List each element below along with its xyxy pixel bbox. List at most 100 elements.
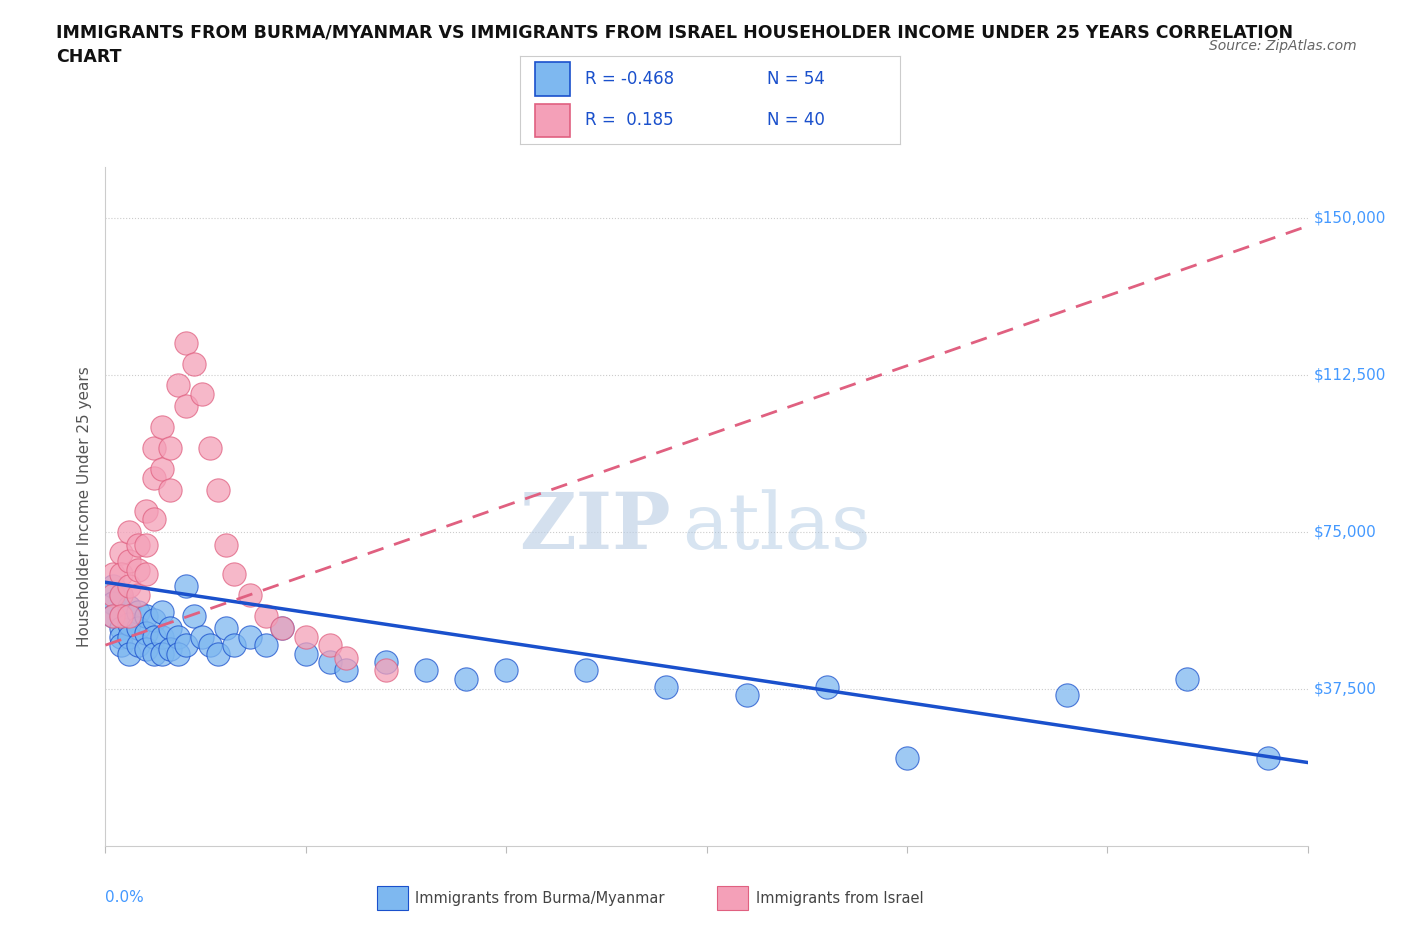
Point xyxy=(174,638,197,653)
Point xyxy=(415,663,437,678)
Point xyxy=(254,608,277,623)
Point xyxy=(183,608,205,623)
Point xyxy=(159,441,181,456)
Point xyxy=(110,588,132,603)
Text: Immigrants from Burma/Myanmar: Immigrants from Burma/Myanmar xyxy=(415,891,664,906)
Point xyxy=(214,621,236,636)
FancyBboxPatch shape xyxy=(536,103,569,137)
Point xyxy=(142,646,165,661)
Point xyxy=(127,538,149,552)
Point xyxy=(135,625,157,640)
Point xyxy=(207,483,229,498)
Point xyxy=(1177,671,1199,686)
Point xyxy=(103,588,125,603)
Point xyxy=(110,608,132,623)
Point xyxy=(135,566,157,581)
Point xyxy=(118,617,141,631)
Point xyxy=(142,512,165,527)
Point xyxy=(118,554,141,569)
Point xyxy=(295,646,318,661)
Point xyxy=(150,604,173,619)
Point xyxy=(150,630,173,644)
Point xyxy=(270,621,292,636)
Point xyxy=(110,621,132,636)
Point xyxy=(159,621,181,636)
Point xyxy=(135,642,157,657)
Point xyxy=(127,563,149,578)
Text: $37,500: $37,500 xyxy=(1313,682,1376,697)
Text: ZIP: ZIP xyxy=(519,489,671,565)
Point xyxy=(374,655,398,670)
Point xyxy=(896,751,918,765)
Point xyxy=(142,441,165,456)
Point xyxy=(150,419,173,434)
Point xyxy=(103,579,125,594)
Point xyxy=(174,579,197,594)
Point xyxy=(319,638,342,653)
Point xyxy=(575,663,598,678)
Point xyxy=(159,483,181,498)
Point xyxy=(183,357,205,372)
Point xyxy=(118,525,141,539)
Text: $75,000: $75,000 xyxy=(1313,525,1376,539)
Point xyxy=(495,663,517,678)
Point xyxy=(118,646,141,661)
Text: Immigrants from Israel: Immigrants from Israel xyxy=(756,891,924,906)
Point xyxy=(150,646,173,661)
Point xyxy=(127,588,149,603)
FancyBboxPatch shape xyxy=(536,62,569,96)
Point xyxy=(110,608,132,623)
Text: R = -0.468: R = -0.468 xyxy=(585,70,673,87)
Point xyxy=(118,579,141,594)
Point xyxy=(335,650,357,665)
Point xyxy=(135,608,157,623)
Point xyxy=(127,621,149,636)
Point xyxy=(295,630,318,644)
Point xyxy=(166,630,188,644)
Point xyxy=(198,638,221,653)
Text: atlas: atlas xyxy=(682,489,872,565)
Point xyxy=(655,680,678,695)
Text: N = 54: N = 54 xyxy=(768,70,825,87)
Text: $112,500: $112,500 xyxy=(1313,367,1386,382)
Text: $150,000: $150,000 xyxy=(1313,210,1386,225)
Point xyxy=(239,630,262,644)
Point xyxy=(103,596,125,611)
Point xyxy=(319,655,342,670)
Point xyxy=(110,588,132,603)
Point xyxy=(239,588,262,603)
Point xyxy=(142,613,165,628)
Point xyxy=(174,399,197,414)
Y-axis label: Householder Income Under 25 years: Householder Income Under 25 years xyxy=(76,366,91,647)
Point xyxy=(127,638,149,653)
Point xyxy=(815,680,838,695)
Point xyxy=(166,646,188,661)
Point xyxy=(103,608,125,623)
Point xyxy=(374,663,398,678)
Point xyxy=(270,621,292,636)
Text: IMMIGRANTS FROM BURMA/MYANMAR VS IMMIGRANTS FROM ISRAEL HOUSEHOLDER INCOME UNDER: IMMIGRANTS FROM BURMA/MYANMAR VS IMMIGRA… xyxy=(56,23,1294,66)
Point xyxy=(1056,688,1078,703)
Text: 0.0%: 0.0% xyxy=(105,890,145,906)
Point xyxy=(454,671,477,686)
Text: Source: ZipAtlas.com: Source: ZipAtlas.com xyxy=(1209,39,1357,53)
Point xyxy=(142,470,165,485)
Point xyxy=(150,461,173,476)
Point xyxy=(166,378,188,392)
Point xyxy=(110,638,132,653)
Point xyxy=(127,604,149,619)
Point xyxy=(135,504,157,519)
Point xyxy=(103,608,125,623)
Point xyxy=(110,630,132,644)
Point xyxy=(1257,751,1279,765)
Point xyxy=(222,638,245,653)
Point xyxy=(110,566,132,581)
Point xyxy=(190,630,212,644)
Point xyxy=(103,566,125,581)
Point xyxy=(174,336,197,351)
Point xyxy=(135,538,157,552)
Point xyxy=(110,546,132,561)
Point xyxy=(190,386,212,401)
Text: R =  0.185: R = 0.185 xyxy=(585,112,673,129)
Point xyxy=(159,642,181,657)
